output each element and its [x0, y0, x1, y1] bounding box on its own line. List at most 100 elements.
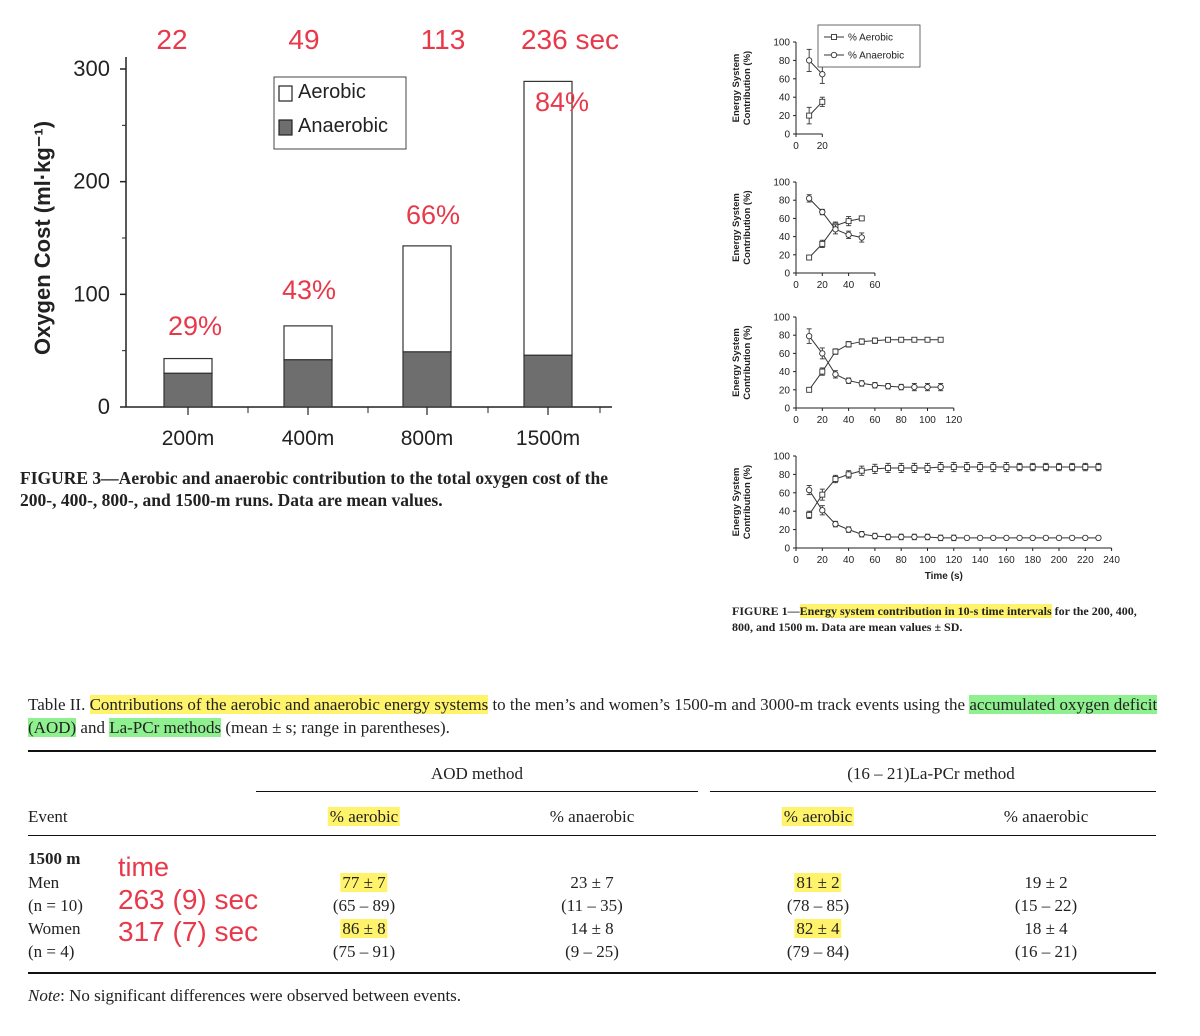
panel-y-tick-label: 20: [779, 111, 791, 122]
bar-anaerobic-200m: [163, 372, 213, 408]
legend-box: [273, 76, 407, 150]
x-tick-label: 1500m: [516, 427, 580, 450]
figure-1-caption-highlight: Energy system contribution in 10-s time …: [799, 604, 1052, 618]
table-caption-mid: to the men’s and women’s 1500-m and 3000…: [488, 695, 966, 714]
panel-x-tick-label: 240: [1103, 555, 1120, 566]
panel-y-tick-label: 60: [779, 214, 791, 225]
anaerobic-point: [937, 383, 944, 391]
percent-annotation: 66%: [406, 200, 460, 230]
panel-y-tick-label: 80: [779, 56, 791, 67]
panel-y-tick-label: 100: [773, 178, 790, 189]
panel-x-tick-label: 40: [843, 555, 855, 566]
energy-panel-1: 0 20 40 60 80 100 0 20 Energy System Contribution…: [731, 38, 828, 153]
panel-y-label-line-1: Energy System: [731, 193, 742, 262]
figure-1-caption: FIGURE 1—Energy system contribution in 1…: [732, 603, 1152, 635]
aerobic-point: [950, 464, 957, 470]
aerobic-series-line: [808, 466, 1099, 516]
panel-x-tick-label: 60: [869, 415, 881, 426]
panel-y-tick-label: 60: [779, 349, 791, 360]
table-note-text: : No significant differences were observ…: [60, 986, 462, 1005]
aerobic-point: [845, 218, 852, 225]
aerobic-point: [858, 338, 865, 345]
aerobic-point: [832, 348, 839, 355]
legend-marker-aerobic: [831, 34, 837, 40]
aerobic-point: [885, 465, 892, 471]
panel-x-tick-label: 100: [919, 555, 936, 566]
cell-men-aod-aerobic-range: (65 – 89): [332, 896, 396, 915]
anaerobic-point: [819, 71, 826, 78]
table-top-rule: [28, 750, 1156, 752]
legend-swatch-anaerobic: [278, 119, 293, 136]
panel-y-tick-label: 80: [779, 196, 791, 207]
cell-men-lapcr-anaerobic-range: (15 – 22): [1014, 896, 1078, 915]
top-annotation: 113: [421, 24, 466, 55]
anaerobic-point: [858, 380, 865, 387]
bar-aerobic-1500m: [523, 80, 573, 356]
annotation-time: time: [118, 852, 170, 882]
anaerobic-point: [845, 231, 852, 238]
group-header-lapcr: (16 – 21)La-PCr method: [847, 764, 1015, 783]
row-label-women-n: (n = 4): [28, 942, 75, 961]
panel-y-label-line-1: Energy System: [731, 328, 742, 397]
y-axis-label: Oxygen Cost (ml·kg⁻¹): [30, 121, 55, 355]
table-caption-lead: Table II.: [28, 695, 86, 714]
panel-y-tick-label: 0: [784, 404, 790, 415]
anaerobic-point: [819, 507, 826, 514]
anaerobic-point: [832, 371, 839, 378]
percent-annotation: 29%: [168, 311, 222, 341]
aerobic-point: [1016, 464, 1023, 470]
anaerobic-point: [898, 533, 905, 541]
panel-x-tick-label: 20: [817, 280, 829, 291]
anaerobic-point: [832, 226, 839, 233]
bar-anaerobic-1500m: [523, 354, 573, 408]
anaerobic-point: [819, 350, 826, 357]
women-lapcr-aerobic-value: 82 ± 4: [794, 919, 842, 938]
legend-swatch-aerobic: [278, 85, 293, 102]
aerobic-point: [1056, 464, 1062, 470]
y-tick-label: 100: [73, 281, 110, 306]
y-tick-label: 0: [98, 394, 110, 419]
aerobic-point: [937, 464, 944, 470]
anaerobic-point: [1068, 534, 1076, 542]
anaerobic-point: [1055, 534, 1063, 542]
aod-aerobic-header-text: % aerobic: [327, 807, 401, 826]
panel-y-tick-label: 40: [779, 367, 791, 378]
anaerobic-point: [911, 533, 918, 541]
panel-x-tick-label: 180: [1024, 555, 1041, 566]
cell-women-aod-aerobic-range: (75 – 91): [332, 942, 396, 961]
row-label-men: Men: [28, 873, 60, 892]
panel-y-tick-label: 0: [784, 544, 790, 555]
cell-women-aod-anaerobic-range: (9 – 25): [565, 942, 619, 961]
anaerobic-point: [806, 332, 813, 340]
anaerobic-point: [858, 531, 865, 538]
panel-y-tick-label: 60: [779, 488, 791, 499]
cell-men-lapcr-aerobic: 81 ± 2: [794, 873, 842, 893]
anaerobic-point: [924, 383, 931, 391]
aerobic-point: [832, 476, 839, 482]
panel-y-tick-label: 0: [784, 269, 790, 280]
row-label-women: Women: [28, 919, 81, 938]
y-tick-label: 200: [73, 169, 110, 194]
row-label-men-n: (n = 10): [28, 896, 83, 915]
aerobic-point: [858, 215, 865, 222]
figure-1-caption-rest: for the 200, 400, 800, and 1500 m. Data …: [732, 604, 1137, 634]
oxygen-cost-bar-chart: 0 100 200 300 Oxygen Cost (ml·kg⁻¹) 200m 400m 8…: [30, 24, 619, 450]
panel-x-tick-label: 120: [945, 555, 962, 566]
panel-x-tick-label: 100: [919, 415, 936, 426]
panel-x-tick-label: 120: [945, 415, 962, 426]
aerobic-point: [871, 465, 878, 472]
group-rule-lapcr: [710, 791, 1156, 792]
aerobic-point: [871, 337, 878, 344]
panel-x-tick-label: 80: [896, 415, 908, 426]
line-chart-legend: % Aerobic % Anaerobic: [817, 24, 921, 68]
panel-y-tick-label: 100: [773, 38, 790, 49]
panel-x-tick-label: 0: [793, 555, 799, 566]
panel-y-label-line-1: Energy System: [731, 468, 742, 537]
panel-y-tick-label: 60: [779, 74, 791, 85]
cell-women-lapcr-aerobic: 82 ± 4: [794, 919, 842, 939]
aerobic-point: [1069, 464, 1076, 470]
top-annotation: 22: [156, 24, 187, 55]
panel-y-tick-label: 20: [779, 250, 791, 261]
cell-women-aod-aerobic: 86 ± 8: [340, 919, 388, 939]
